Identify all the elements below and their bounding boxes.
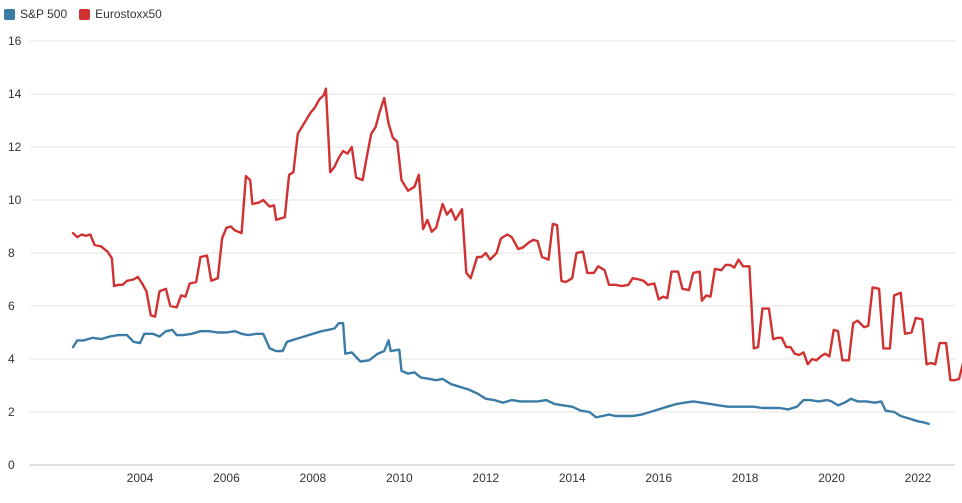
legend-swatch-eurostoxx50	[79, 8, 91, 20]
x-tick-label: 2004	[127, 471, 154, 485]
legend-label-eurostoxx50: Eurostoxx50	[95, 7, 162, 21]
series-line-eurostoxx50	[71, 87, 962, 382]
legend-item-sp500[interactable]: S&P 500	[4, 7, 67, 21]
x-tick-label: 2018	[732, 471, 759, 485]
x-tick-label: 2016	[645, 471, 672, 485]
x-tick-label: 2020	[818, 471, 845, 485]
x-tick-label: 2014	[559, 471, 586, 485]
series-line-sp500	[71, 322, 930, 426]
x-tick-label: 2006	[213, 471, 240, 485]
y-tick-label: 6	[8, 299, 15, 313]
x-tick-label: 2010	[386, 471, 413, 485]
y-tick-label: 14	[8, 87, 22, 101]
legend: S&P 500 Eurostoxx50	[4, 7, 168, 21]
x-tick-label: 2008	[300, 471, 327, 485]
x-tick-label: 2022	[905, 471, 932, 485]
y-tick-label: 2	[8, 405, 15, 419]
y-tick-label: 4	[8, 352, 15, 366]
y-tick-label: 10	[8, 193, 22, 207]
y-tick-label: 12	[8, 140, 22, 154]
legend-label-sp500: S&P 500	[20, 7, 68, 21]
legend-swatch-sp500	[4, 8, 15, 20]
y-tick-label: 0	[8, 458, 15, 472]
y-tick-label: 16	[8, 34, 22, 48]
legend-item-eurostoxx50[interactable]: Eurostoxx50	[79, 7, 162, 21]
x-tick-label: 2012	[472, 471, 499, 485]
y-tick-label: 8	[8, 246, 15, 260]
